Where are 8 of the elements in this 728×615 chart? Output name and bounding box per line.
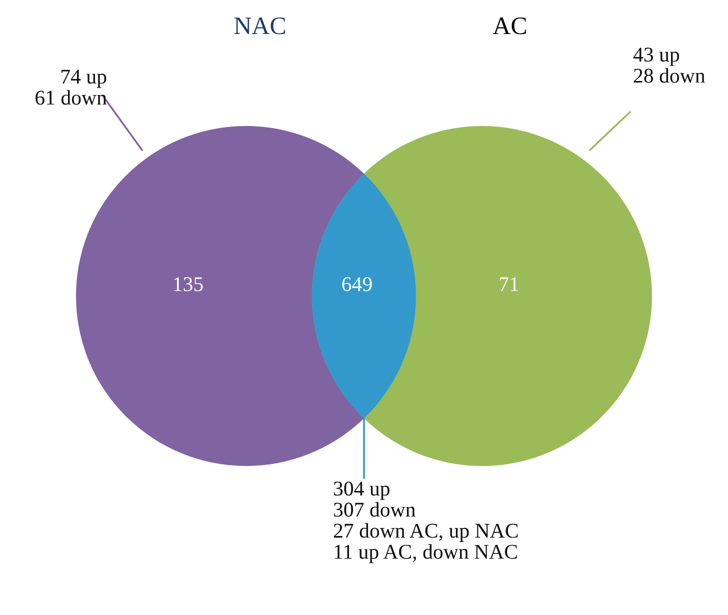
data-label: 135 bbox=[174, 277, 203, 292]
text: 74 up 61 down bbox=[36, 70, 107, 105]
text: 304 up 307 down 27 down AC, up NAC 11 up AC, down NAC bbox=[334, 482, 518, 564]
category-label: AC bbox=[492, 17, 526, 34]
data-label: 649 bbox=[342, 277, 372, 292]
category-label: NAC bbox=[234, 17, 286, 34]
data-label: 71 bbox=[500, 277, 518, 292]
text: 43 up 28 down bbox=[633, 48, 706, 83]
